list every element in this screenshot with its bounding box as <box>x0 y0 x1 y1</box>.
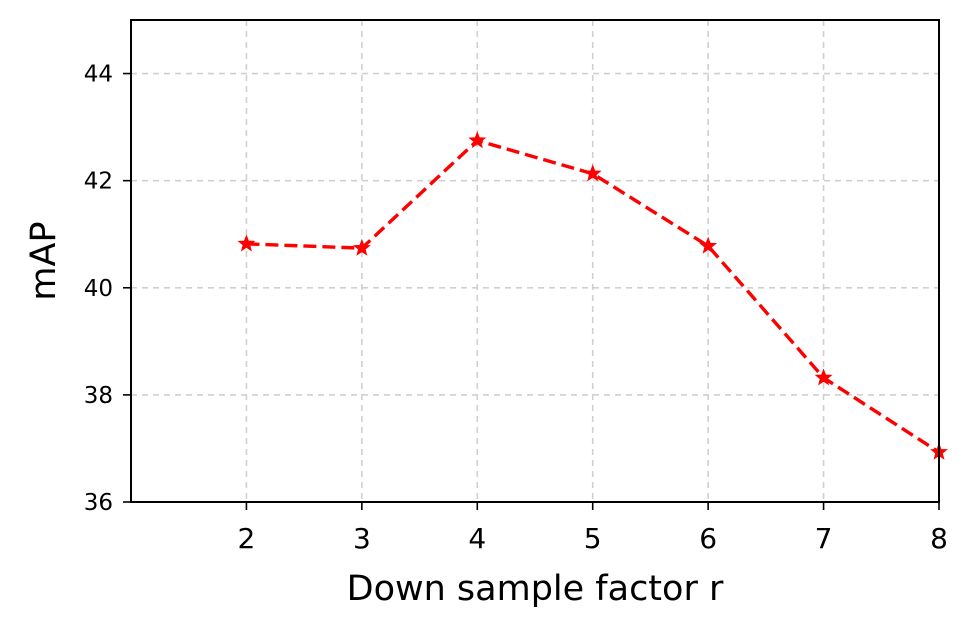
data-point-star <box>237 234 256 252</box>
grid-lines <box>131 20 940 503</box>
y-tick-label: 44 <box>84 62 113 88</box>
axis-ticks: 2 3 4 5 6 7 8 36 38 40 42 44 <box>84 62 948 555</box>
data-point-star <box>468 131 487 149</box>
x-tick-label: 4 <box>468 522 486 555</box>
x-tick-label: 7 <box>815 522 833 555</box>
data-point-star <box>583 164 602 182</box>
data-point-star <box>814 368 833 386</box>
x-tick-label: 6 <box>699 522 717 555</box>
data-point-star <box>352 238 371 256</box>
data-point-star <box>699 236 718 254</box>
y-tick-label: 36 <box>84 490 113 516</box>
x-tick-label: 3 <box>353 522 371 555</box>
plot-frame <box>130 19 940 503</box>
y-tick-label: 42 <box>84 169 113 195</box>
x-tick-label: 2 <box>238 522 256 555</box>
x-axis-label: Down sample factor r <box>347 569 724 609</box>
y-tick-label: 40 <box>84 276 113 302</box>
y-axis-label: mAP <box>24 221 64 300</box>
x-tick-label: 8 <box>930 522 948 555</box>
x-tick-label: 5 <box>584 522 602 555</box>
y-tick-label: 38 <box>84 383 113 409</box>
